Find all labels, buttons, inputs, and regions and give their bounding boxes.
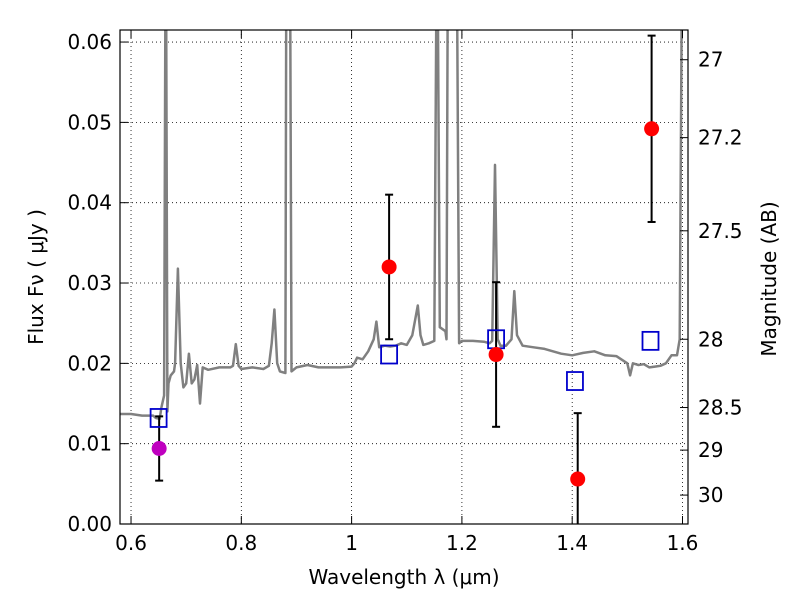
observed-flux-point: [570, 471, 586, 487]
plot-background: [120, 30, 688, 524]
y-tick-label: 0.05: [67, 110, 112, 134]
y-tick-label: 0.02: [67, 351, 112, 375]
y-tick-label: 0.04: [67, 191, 112, 215]
model-spectrum-line: [120, 30, 683, 421]
y-tick-label: 0.03: [67, 271, 112, 295]
x-tick-label: 1.2: [446, 531, 478, 555]
right-tick-label: 28.5: [698, 396, 743, 420]
model-photometry-point: [149, 408, 168, 428]
x-tick-label: 1: [345, 531, 358, 555]
right-axis-label: Magnitude (AB): [757, 201, 781, 356]
y-tick-label: 0.06: [67, 30, 112, 54]
right-tick-label: 27.5: [698, 219, 743, 243]
model-photometry-point: [380, 344, 399, 365]
model-photometry-point: [566, 371, 584, 391]
plot-area: [120, 30, 683, 524]
x-tick-label: 0.6: [115, 531, 147, 555]
x-tick-label: 1.4: [556, 531, 588, 555]
right-tick-label: 27.2: [698, 126, 743, 150]
observed-flux-point: [151, 440, 167, 456]
observed-flux-point: [381, 259, 397, 275]
right-tick-label: 27: [698, 48, 723, 72]
model-photometry-point: [641, 330, 660, 351]
observed-flux-point: [488, 347, 504, 363]
right-tick-label: 30: [698, 483, 723, 507]
observed-flux-point: [644, 121, 660, 137]
x-tick-label: 1.6: [667, 531, 699, 555]
x-axis-label: Wavelength λ (μm): [308, 565, 499, 589]
x-tick-label: 0.8: [225, 531, 257, 555]
y-axis-label: Flux Fν ( μJy ): [24, 209, 48, 345]
y-tick-label: 0.01: [67, 432, 112, 456]
y-tick-label: 0.00: [67, 512, 112, 536]
right-tick-label: 28: [698, 327, 723, 351]
right-tick-label: 29: [698, 438, 723, 462]
axes: 0.6 0.8 1 1.2 1.4 1.6 0.00 0.01 0.02 0.03 0.04 0.05…: [67, 30, 743, 555]
plot-frame: [119, 29, 689, 525]
